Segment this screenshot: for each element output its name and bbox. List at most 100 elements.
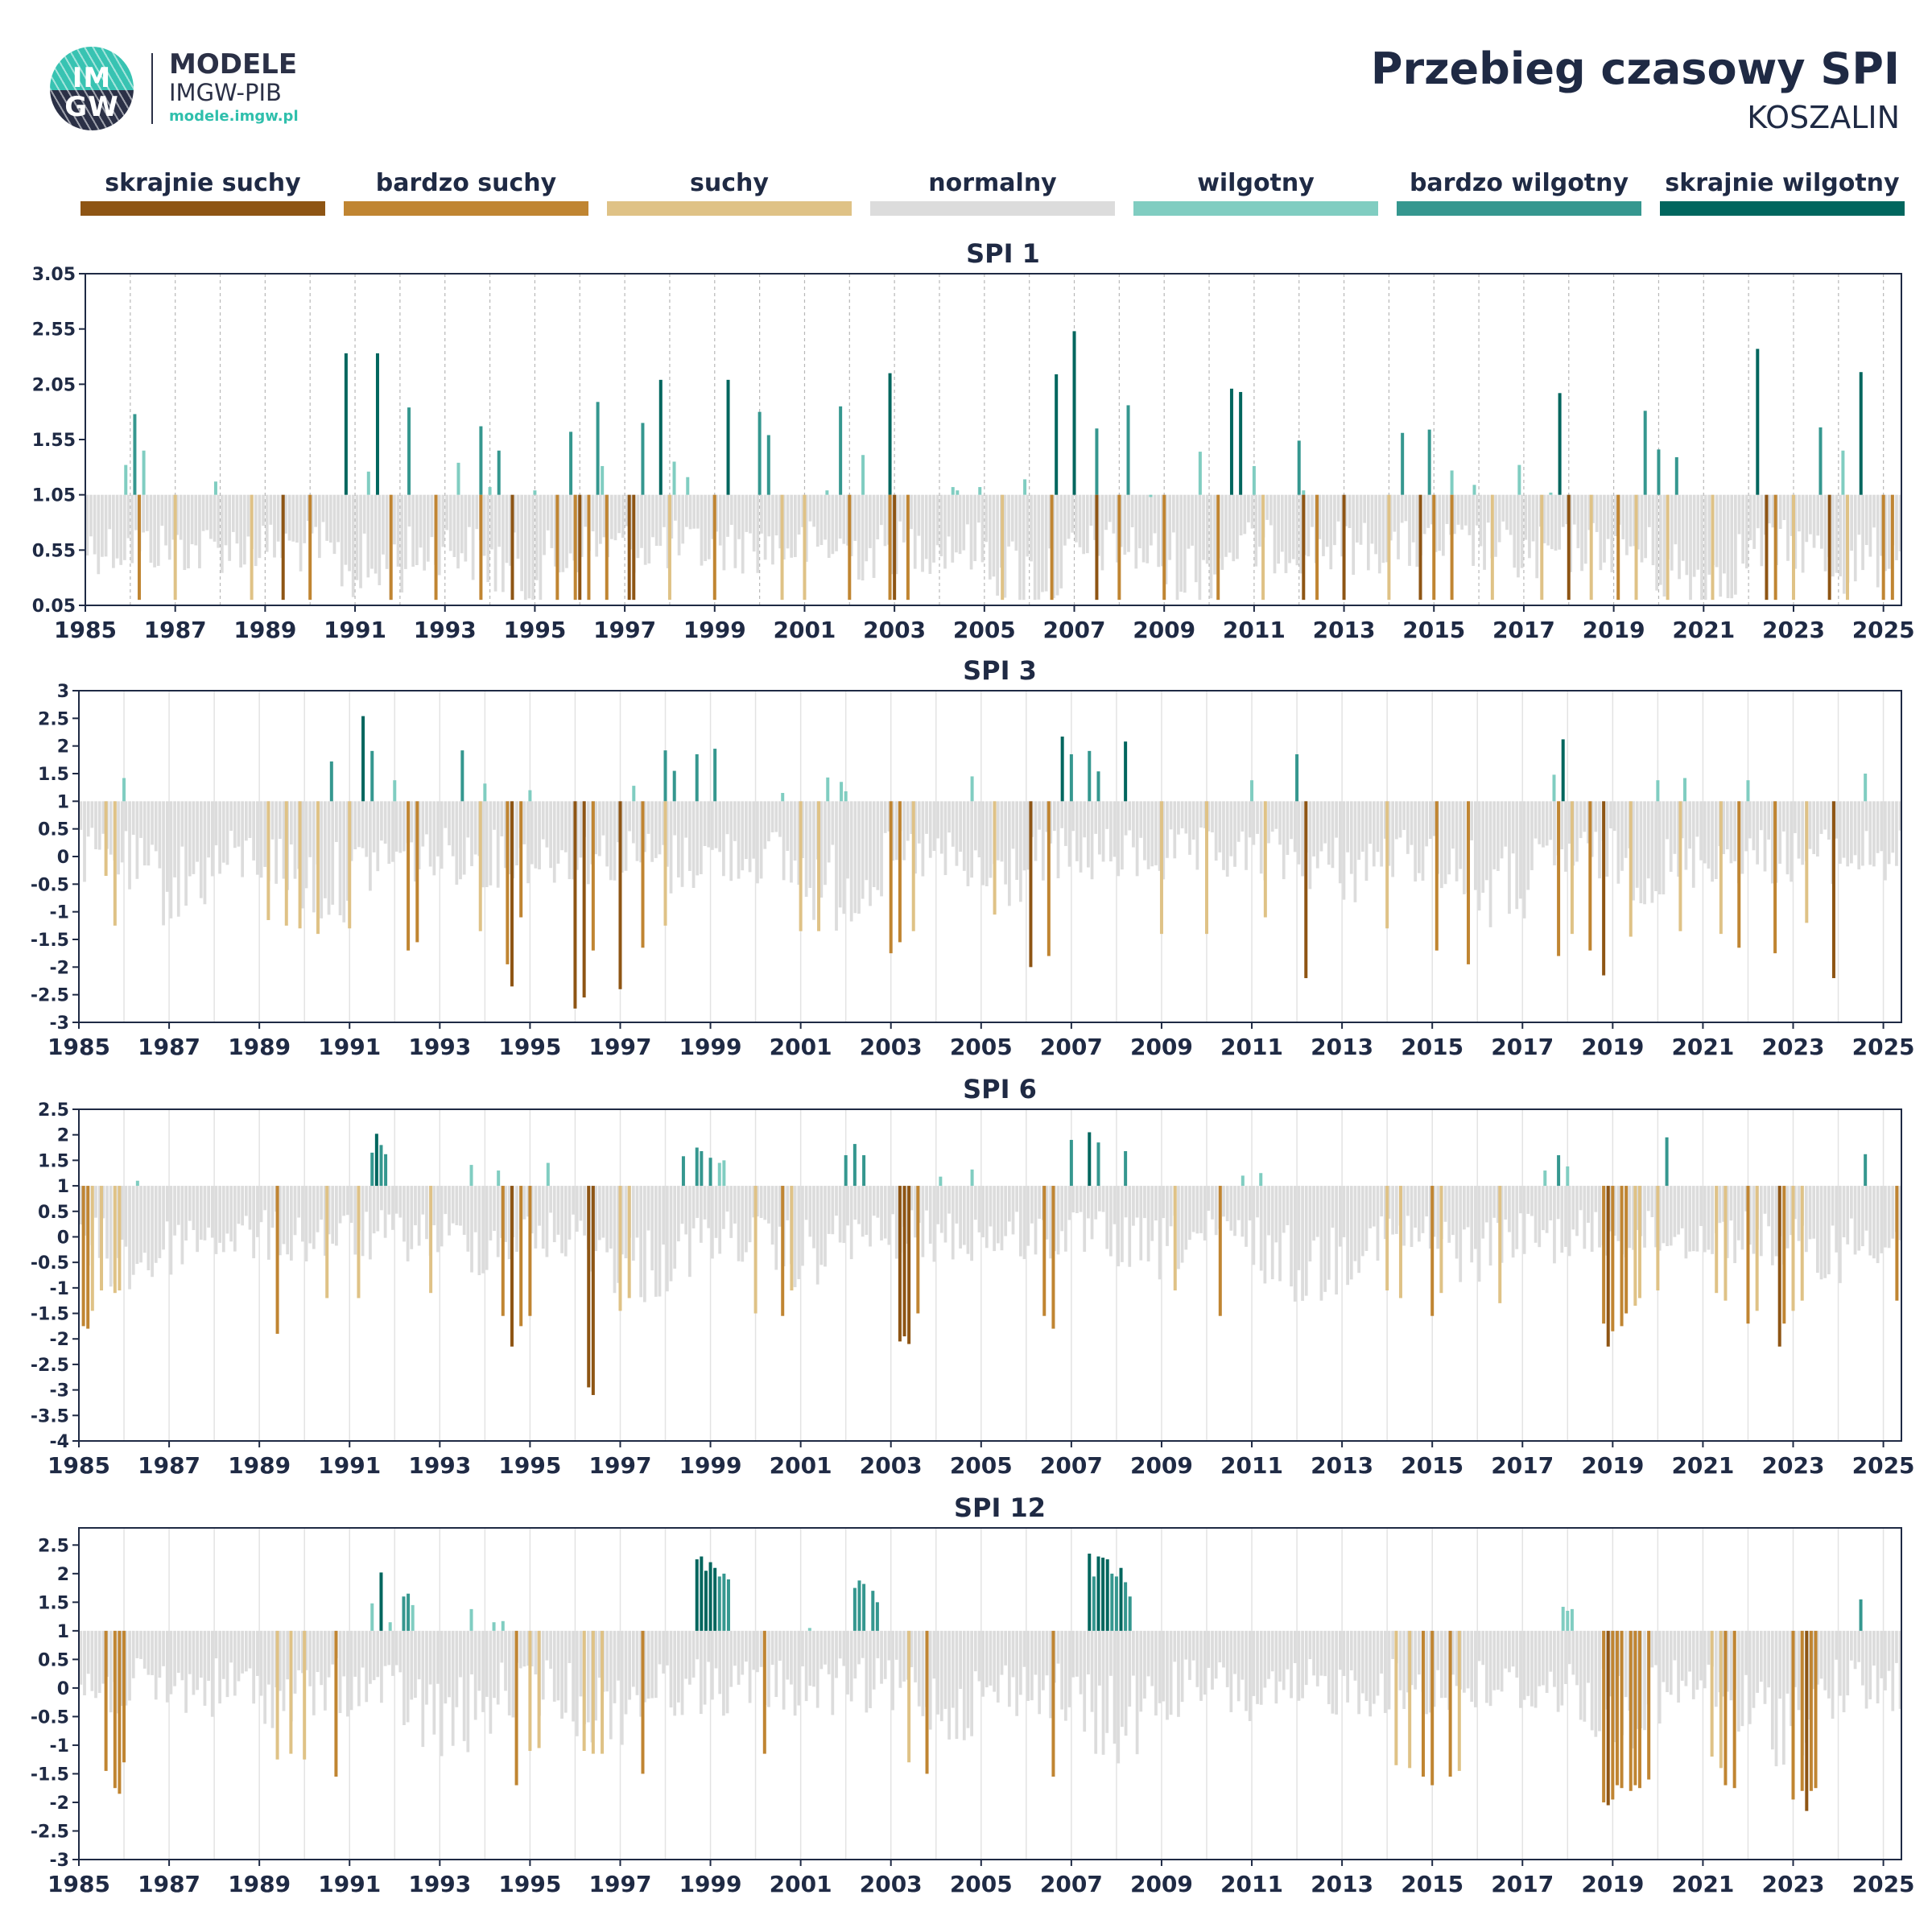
normal-bar xyxy=(526,801,530,884)
spi-bar xyxy=(573,494,577,601)
normal-bar xyxy=(1898,1630,1902,1709)
spi-bar xyxy=(753,1186,758,1314)
normal-bar xyxy=(958,494,962,555)
normal-bar xyxy=(1338,1630,1342,1670)
x-tick-label: 2019 xyxy=(1581,1034,1644,1060)
normal-bar xyxy=(493,1630,496,1699)
normal-bar xyxy=(770,1630,774,1666)
normal-bar xyxy=(338,1186,342,1224)
normal-bar xyxy=(1411,494,1415,543)
normal-bar xyxy=(317,494,321,559)
normal-bar xyxy=(1394,801,1398,840)
normal-bar xyxy=(1477,801,1481,911)
normal-bar xyxy=(466,1186,470,1252)
normal-bar xyxy=(225,801,229,865)
normal-bar xyxy=(1278,1630,1282,1682)
normal-bar xyxy=(947,1186,951,1214)
normal-bar xyxy=(481,1186,485,1274)
normal-bar xyxy=(1898,801,1902,831)
normal-bar xyxy=(1397,494,1400,559)
normal-bar xyxy=(1164,494,1168,584)
normal-bar xyxy=(1815,1630,1819,1685)
normal-bar xyxy=(369,1630,372,1684)
normal-bar xyxy=(254,494,258,567)
normal-bar xyxy=(1522,801,1526,919)
normal-bar xyxy=(278,801,282,840)
normal-bar xyxy=(1485,1630,1488,1703)
normal-bar xyxy=(1887,1186,1891,1249)
normal-bar xyxy=(876,801,880,890)
normal-bar xyxy=(1387,1630,1391,1710)
normal-bar xyxy=(1861,494,1864,571)
normal-bar xyxy=(139,1630,142,1659)
normal-bar xyxy=(522,1630,526,1667)
normal-bar xyxy=(646,801,650,834)
normal-bar xyxy=(255,801,259,875)
normal-bar xyxy=(1188,1630,1191,1680)
spi-bar xyxy=(1096,1556,1100,1631)
normal-bar xyxy=(955,1186,959,1224)
spi-bar xyxy=(1805,1630,1809,1811)
normal-bar xyxy=(1748,1186,1752,1245)
normal-bar xyxy=(973,494,977,562)
normal-bar xyxy=(1876,1186,1880,1264)
normal-bar xyxy=(1774,1630,1778,1767)
normal-bar xyxy=(1417,1630,1421,1675)
normal-bar xyxy=(669,1186,673,1282)
normal-bar xyxy=(293,801,297,879)
normal-bar xyxy=(1087,1630,1090,1674)
spi-bar xyxy=(1051,1630,1055,1777)
normal-bar xyxy=(1428,1630,1432,1713)
spi-bar xyxy=(1557,801,1561,956)
spi-bar xyxy=(1643,411,1647,495)
normal-bar xyxy=(707,1630,711,1662)
normal-bar xyxy=(951,1630,955,1708)
panel-title: SPI 12 xyxy=(954,1492,1046,1523)
normal-bar xyxy=(1823,1186,1827,1278)
normal-bar xyxy=(865,801,869,881)
normal-bar xyxy=(1150,1186,1154,1241)
legend-swatch xyxy=(1133,201,1378,216)
normal-bar xyxy=(1233,801,1236,867)
x-tick-label: 2015 xyxy=(1402,617,1465,643)
normal-bar xyxy=(1624,801,1628,858)
x-tick-label: 1993 xyxy=(414,617,477,643)
spi-bar xyxy=(1029,801,1033,968)
spi-bar xyxy=(1430,1186,1435,1316)
normal-bar xyxy=(1199,801,1203,828)
normal-bar xyxy=(936,1186,939,1224)
normal-bar xyxy=(1398,801,1402,838)
normal-bar xyxy=(977,1186,981,1232)
normal-bar xyxy=(448,1630,451,1698)
normal-bar xyxy=(1000,801,1004,862)
normal-bar xyxy=(1898,494,1902,552)
spi-bar xyxy=(113,1186,117,1294)
spi-bar xyxy=(501,1186,505,1316)
normal-bar xyxy=(1864,801,1868,832)
spi-bar xyxy=(1557,1155,1561,1187)
spi-bar xyxy=(1674,456,1678,495)
normal-bar xyxy=(617,1186,621,1283)
normal-bar xyxy=(1071,494,1075,533)
normal-bar xyxy=(518,1630,522,1669)
x-tick-label: 1993 xyxy=(408,1871,471,1897)
normal-bar xyxy=(782,801,786,881)
normal-bar xyxy=(576,494,580,572)
normal-bar xyxy=(1646,1186,1650,1212)
spi-bar xyxy=(348,801,352,929)
normal-bar xyxy=(617,494,621,534)
normal-bar xyxy=(1531,494,1535,542)
x-tick-label: 2011 xyxy=(1220,1871,1283,1897)
spi-bar xyxy=(1101,1557,1105,1631)
normal-bar xyxy=(436,801,440,857)
normal-bar xyxy=(1383,1186,1387,1240)
normal-bar xyxy=(865,494,869,562)
spi-bar xyxy=(1302,494,1306,601)
normal-bar xyxy=(105,1186,109,1259)
normal-bar xyxy=(1691,1186,1695,1252)
normal-bar xyxy=(188,1630,192,1674)
normal-bar xyxy=(1319,1630,1323,1676)
normal-bar xyxy=(759,801,763,879)
normal-bar xyxy=(176,1186,180,1225)
normal-bar xyxy=(545,1186,549,1257)
